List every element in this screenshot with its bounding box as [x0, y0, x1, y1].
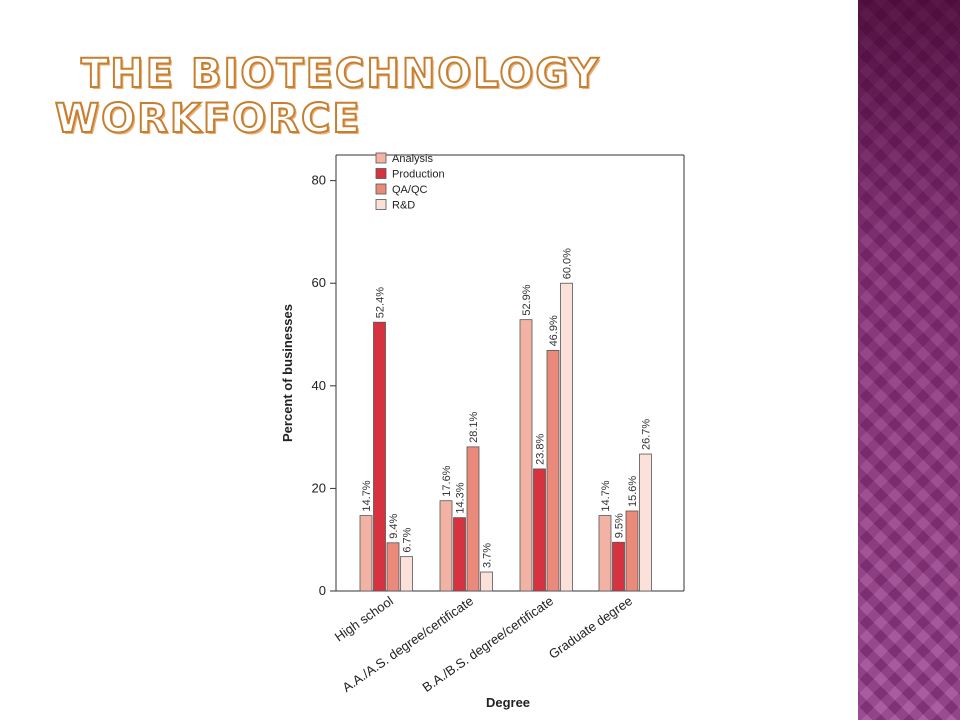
bar	[359, 515, 373, 592]
y-tick-label: 60	[312, 275, 326, 290]
slide-title-line-2: Workforce	[54, 96, 362, 143]
bar	[625, 510, 639, 592]
legend-label: QA/QC	[392, 184, 428, 196]
legend-label: R&D	[392, 200, 415, 212]
bar	[453, 517, 466, 592]
x-tick-label: High school	[332, 593, 396, 644]
x-axis-title: Degree	[486, 695, 530, 710]
data-label: 14.7%	[361, 480, 373, 511]
data-label: 52.4%	[375, 287, 387, 318]
slide-title-line-1: The Biotechnology	[80, 51, 601, 98]
data-label: 60.0%	[562, 248, 574, 279]
y-tick-label: 20	[312, 480, 326, 495]
data-label: 17.6%	[441, 465, 453, 496]
data-label: 26.7%	[641, 419, 653, 450]
bar	[386, 542, 400, 592]
x-tick-label: A.A./A.S. degree/certificate	[340, 593, 476, 695]
y-tick-label: 0	[319, 583, 326, 598]
data-label: 52.9%	[521, 284, 533, 315]
y-axis-title: Percent of businesses	[280, 304, 295, 442]
data-label: 15.6%	[627, 476, 639, 507]
bar	[519, 319, 533, 592]
legend-label: Analysis	[392, 153, 433, 165]
bar	[598, 515, 612, 592]
data-label: 9.5%	[614, 513, 626, 538]
decorative-side-panel	[858, 0, 960, 720]
legend-swatch	[375, 152, 387, 164]
bar	[612, 541, 625, 592]
bar	[560, 282, 573, 592]
bar	[639, 453, 652, 592]
legend-swatch	[375, 183, 387, 195]
data-label: 28.1%	[468, 411, 480, 442]
bar	[466, 446, 480, 592]
data-label: 14.7%	[600, 480, 612, 511]
data-label: 46.9%	[548, 315, 560, 346]
bar	[546, 350, 560, 592]
legend-swatch	[375, 199, 387, 210]
bar	[373, 321, 386, 592]
bar	[400, 556, 413, 592]
slide-title: The Biotechnology Workforce	[54, 51, 615, 143]
data-label: 23.8%	[535, 434, 547, 465]
data-label: 3.7%	[482, 543, 494, 568]
x-tick-label: Graduate degree	[546, 593, 635, 662]
legend-swatch	[375, 168, 387, 179]
bar	[480, 571, 493, 592]
x-tick-label: B.A./B.S. degree/certificate	[420, 593, 556, 695]
bar	[439, 500, 453, 592]
y-tick-label: 80	[312, 173, 326, 188]
data-label: 9.4%	[388, 513, 400, 538]
data-label: 14.3%	[455, 482, 467, 513]
bar	[533, 468, 546, 592]
data-label: 6.7%	[402, 527, 414, 552]
y-tick-label: 40	[312, 378, 326, 393]
legend-label: Production	[392, 169, 445, 181]
